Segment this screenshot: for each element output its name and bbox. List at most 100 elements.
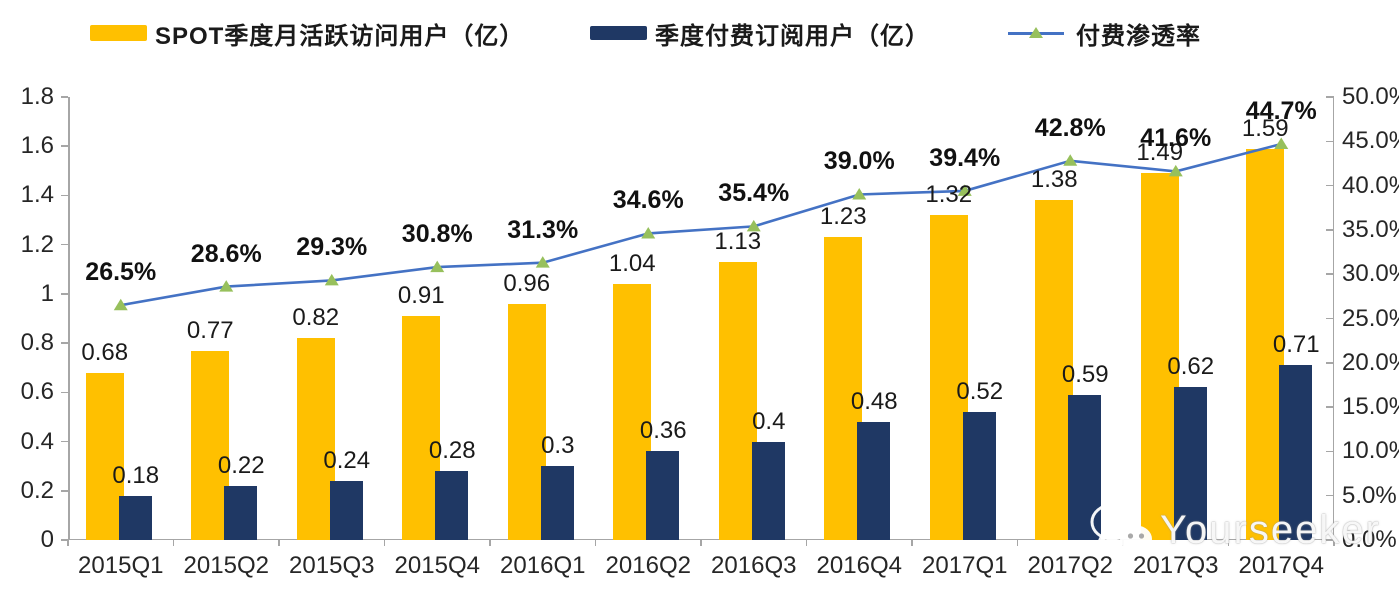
legend-label-penetration: 付费渗透率	[1076, 22, 1201, 50]
right-axis-tick	[1326, 184, 1334, 187]
legend-label-mau: SPOT季度月活跃访问用户（亿）	[155, 22, 525, 50]
subs-value-label: 0.24	[323, 446, 371, 474]
left-axis-tick	[61, 243, 68, 246]
subs-value-label: 0.52	[956, 378, 1004, 406]
bar-mau	[296, 338, 335, 540]
x-axis-label: 2017Q2	[1027, 552, 1113, 579]
mau-value-label: 0.91	[397, 282, 445, 310]
bar-subs	[962, 412, 996, 540]
left-axis-tick-label: 1.6	[20, 132, 54, 160]
penetration-value-label: 44.7%	[1245, 96, 1317, 125]
line-marker-triangle-icon	[957, 184, 972, 196]
left-axis-tick-label: 1.2	[20, 230, 54, 258]
x-axis-tick	[911, 540, 913, 546]
line-marker-triangle-icon	[1168, 164, 1183, 177]
penetration-line	[120, 142, 1282, 307]
bar-mau	[929, 215, 968, 540]
left-axis-tick	[61, 194, 68, 197]
line-marker-triangle-icon	[1063, 154, 1078, 166]
left-axis-tick-label: 1.8	[20, 83, 54, 110]
x-axis-label: 2016Q3	[711, 552, 797, 579]
bar-subs	[751, 441, 785, 540]
left-axis-tick	[61, 539, 68, 541]
legend-item-mau: SPOT季度月活跃访问用户（亿）	[90, 18, 525, 50]
x-axis-tick	[1227, 540, 1230, 546]
x-axis-label: 2015Q4	[394, 552, 480, 579]
bar-mau	[1140, 173, 1179, 540]
penetration-value-label: 39.0%	[823, 147, 895, 176]
x-axis-tick	[278, 540, 280, 546]
right-axis-tick-label: 50.0%	[1342, 83, 1399, 110]
subs-value-label: 0.18	[112, 461, 160, 489]
penetration-value-label: 35.4%	[718, 179, 790, 208]
line-marker-triangle-icon	[852, 187, 867, 200]
mau-value-label: 1.49	[1136, 139, 1184, 167]
x-axis-label: 2015Q2	[183, 552, 269, 579]
legend-item-penetration: 付费渗透率	[1008, 18, 1201, 50]
right-axis-tick	[1326, 450, 1334, 453]
right-axis-tick	[1326, 140, 1334, 143]
x-axis-tick	[172, 540, 175, 546]
line-marker-triangle-icon	[324, 273, 339, 286]
left-axis-tick	[61, 440, 68, 443]
bar-mau	[402, 316, 441, 540]
x-axis-tick	[1016, 540, 1019, 546]
line-marker-triangle-icon	[219, 280, 234, 292]
x-axis-tick	[805, 540, 808, 546]
line-marker-triangle-icon	[641, 226, 656, 239]
mau-legend-swatch-icon	[90, 25, 147, 41]
right-axis-tick	[1326, 229, 1334, 231]
mau-value-label: 0.68	[81, 338, 129, 366]
x-axis-label: 2015Q1	[78, 552, 164, 579]
bar-subs	[329, 480, 363, 540]
bar-mau	[191, 350, 230, 540]
mau-value-label: 1.13	[714, 227, 762, 255]
bar-mau	[1246, 148, 1285, 540]
right-axis-tick-label: 45.0%	[1342, 127, 1399, 155]
right-axis-tick	[1326, 406, 1334, 408]
bar-subs	[857, 421, 891, 540]
bar-mau	[1035, 200, 1074, 540]
right-axis-tick-label: 20.0%	[1342, 348, 1399, 376]
penetration-value-label: 34.6%	[612, 186, 684, 215]
penetration-value-label: 39.4%	[929, 143, 1001, 172]
right-axis-tick-label: 30.0%	[1342, 260, 1399, 288]
left-axis-tick	[61, 342, 68, 344]
penetration-value-label: 30.8%	[401, 220, 473, 249]
x-axis-line	[68, 538, 1334, 540]
left-axis-line	[68, 97, 70, 540]
subs-legend-swatch-icon	[590, 26, 647, 40]
mau-value-label: 1.23	[819, 203, 867, 231]
line-marker-triangle-icon	[746, 219, 761, 232]
bar-mau	[613, 284, 652, 540]
x-axis-tick	[489, 540, 491, 546]
x-axis-tick	[594, 540, 597, 546]
mau-value-label: 1.59	[1241, 114, 1289, 142]
right-axis-tick-label: 0.0%	[1342, 526, 1397, 553]
left-axis-tick	[61, 293, 68, 295]
mau-value-label: 0.77	[186, 316, 234, 344]
right-axis-tick	[1326, 494, 1334, 497]
subs-value-label: 0.4	[752, 407, 786, 435]
right-axis-tick	[1326, 362, 1334, 364]
mau-value-label: 0.82	[292, 304, 340, 332]
right-axis-tick-label: 25.0%	[1342, 304, 1399, 332]
left-axis-tick-label: 0.6	[20, 378, 54, 406]
mau-value-label: 0.96	[503, 269, 551, 297]
right-axis-tick	[1326, 539, 1334, 541]
right-axis-tick-label: 35.0%	[1342, 215, 1399, 243]
subs-value-label: 0.62	[1167, 353, 1215, 381]
line-marker-triangle-icon	[430, 260, 445, 273]
subs-value-label: 0.22	[217, 451, 265, 479]
penetration-value-label: 26.5%	[85, 258, 157, 287]
left-axis-tick	[61, 145, 68, 147]
x-axis-label: 2017Q4	[1238, 552, 1324, 579]
penetration-value-label: 31.3%	[507, 215, 579, 244]
penetration-value-label: 29.3%	[296, 233, 368, 262]
subs-value-label: 0.28	[428, 437, 476, 465]
mau-value-label: 1.32	[925, 181, 973, 209]
legend-item-subs: 季度付费订阅用户（亿）	[590, 18, 930, 50]
x-axis-label: 2016Q1	[500, 552, 586, 579]
penetration-value-label: 42.8%	[1034, 113, 1106, 142]
line-marker-legend-icon	[1008, 25, 1064, 41]
